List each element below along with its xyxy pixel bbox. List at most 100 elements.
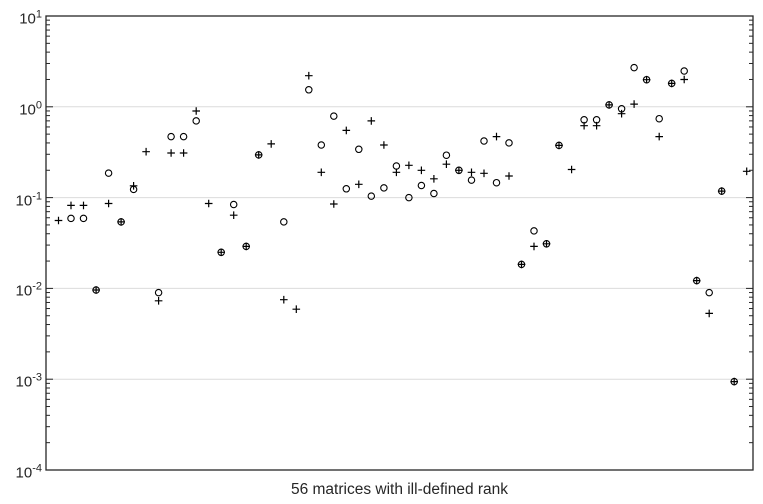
plus-marker <box>54 216 63 225</box>
plus-marker <box>305 71 313 80</box>
plus-marker <box>742 167 751 176</box>
plus-marker <box>129 182 138 190</box>
plus-marker <box>480 169 488 178</box>
plus-marker <box>580 121 588 130</box>
plus-marker <box>292 305 301 313</box>
circle-marker <box>154 288 163 297</box>
plus-marker <box>204 199 213 208</box>
plus-marker <box>79 201 88 210</box>
x-axis-label: 56 matrices with ill-defined rank <box>290 481 509 498</box>
plus-marker <box>392 168 401 177</box>
plus-marker <box>430 175 438 183</box>
circle-marker <box>330 112 338 120</box>
circle-marker <box>280 218 288 226</box>
plus-marker <box>317 168 326 177</box>
plus-marker <box>380 141 388 149</box>
plus-marker <box>405 161 413 170</box>
circle-marker <box>367 192 376 200</box>
circle-marker <box>392 162 401 170</box>
circle-marker <box>417 181 426 190</box>
plus-marker <box>167 149 175 157</box>
circle-marker <box>380 184 388 192</box>
circle-marker <box>492 178 501 187</box>
plus-marker <box>655 132 663 141</box>
plus-marker <box>104 199 113 208</box>
plus-marker <box>142 147 150 156</box>
plus-marker <box>67 201 75 210</box>
circle-marker <box>67 214 75 223</box>
plus-marker <box>117 218 125 226</box>
plus-marker <box>192 107 200 115</box>
circle-marker <box>229 200 238 209</box>
y-tick-label: 10-3 <box>15 371 42 391</box>
circle-marker <box>430 189 438 198</box>
plus-marker <box>605 101 613 109</box>
plus-marker <box>517 260 526 269</box>
plot-box-border <box>45 15 754 471</box>
circle-marker <box>655 114 663 123</box>
plus-marker <box>467 168 476 177</box>
y-tick-label: 101 <box>19 8 42 28</box>
plus-marker <box>179 149 188 157</box>
circle-marker <box>317 141 326 149</box>
plus-marker <box>642 75 651 84</box>
circle-marker <box>305 86 313 94</box>
plus-marker <box>330 200 338 208</box>
plus-marker <box>254 151 263 159</box>
plus-marker <box>442 160 451 168</box>
circle-marker <box>355 145 363 154</box>
plus-marker <box>455 166 463 175</box>
y-tick-label: 100 <box>19 99 42 119</box>
plus-marker <box>367 117 376 125</box>
circle-marker <box>192 117 200 125</box>
plus-marker <box>92 286 100 294</box>
circle-marker <box>104 169 113 177</box>
plus-marker-series <box>54 71 751 386</box>
y-tick-label: 10-2 <box>15 280 42 300</box>
y-tick-label: 10-1 <box>15 190 42 210</box>
plus-marker <box>154 297 163 305</box>
plus-marker <box>342 126 351 135</box>
plus-marker <box>717 187 726 195</box>
plus-marker <box>692 276 701 285</box>
circle-marker <box>179 132 188 141</box>
circle-marker-series <box>67 63 738 386</box>
plus-marker <box>617 109 626 118</box>
circle-marker <box>79 214 88 223</box>
circle-marker <box>630 63 638 72</box>
plus-marker <box>730 377 738 386</box>
plus-marker <box>680 75 688 84</box>
plus-marker <box>505 172 513 180</box>
circle-marker <box>167 132 175 141</box>
plus-marker <box>417 166 426 175</box>
circle-marker <box>442 151 451 159</box>
gridlines <box>46 106 753 380</box>
plus-marker <box>242 242 250 251</box>
circle-marker <box>505 139 513 147</box>
circle-marker <box>480 137 488 145</box>
plus-marker <box>267 140 275 148</box>
plus-marker <box>542 240 551 248</box>
plus-marker <box>280 295 288 304</box>
plus-marker <box>567 165 576 174</box>
plus-marker <box>229 211 238 219</box>
y-tick-label: 10-4 <box>15 462 42 482</box>
plus-marker <box>555 141 563 150</box>
circle-marker <box>680 67 688 75</box>
circle-marker <box>467 176 476 184</box>
plus-marker <box>592 121 601 130</box>
plus-marker <box>492 132 501 141</box>
plus-marker <box>667 79 676 88</box>
circle-marker <box>530 227 538 235</box>
plus-marker <box>530 242 538 251</box>
axis-ticks <box>46 15 753 471</box>
circle-marker <box>342 185 351 193</box>
plus-marker <box>705 309 713 318</box>
plus-marker <box>217 248 225 257</box>
circle-marker <box>705 288 713 297</box>
circle-marker <box>405 193 413 202</box>
plus-marker <box>355 180 363 189</box>
plus-marker <box>630 100 638 108</box>
